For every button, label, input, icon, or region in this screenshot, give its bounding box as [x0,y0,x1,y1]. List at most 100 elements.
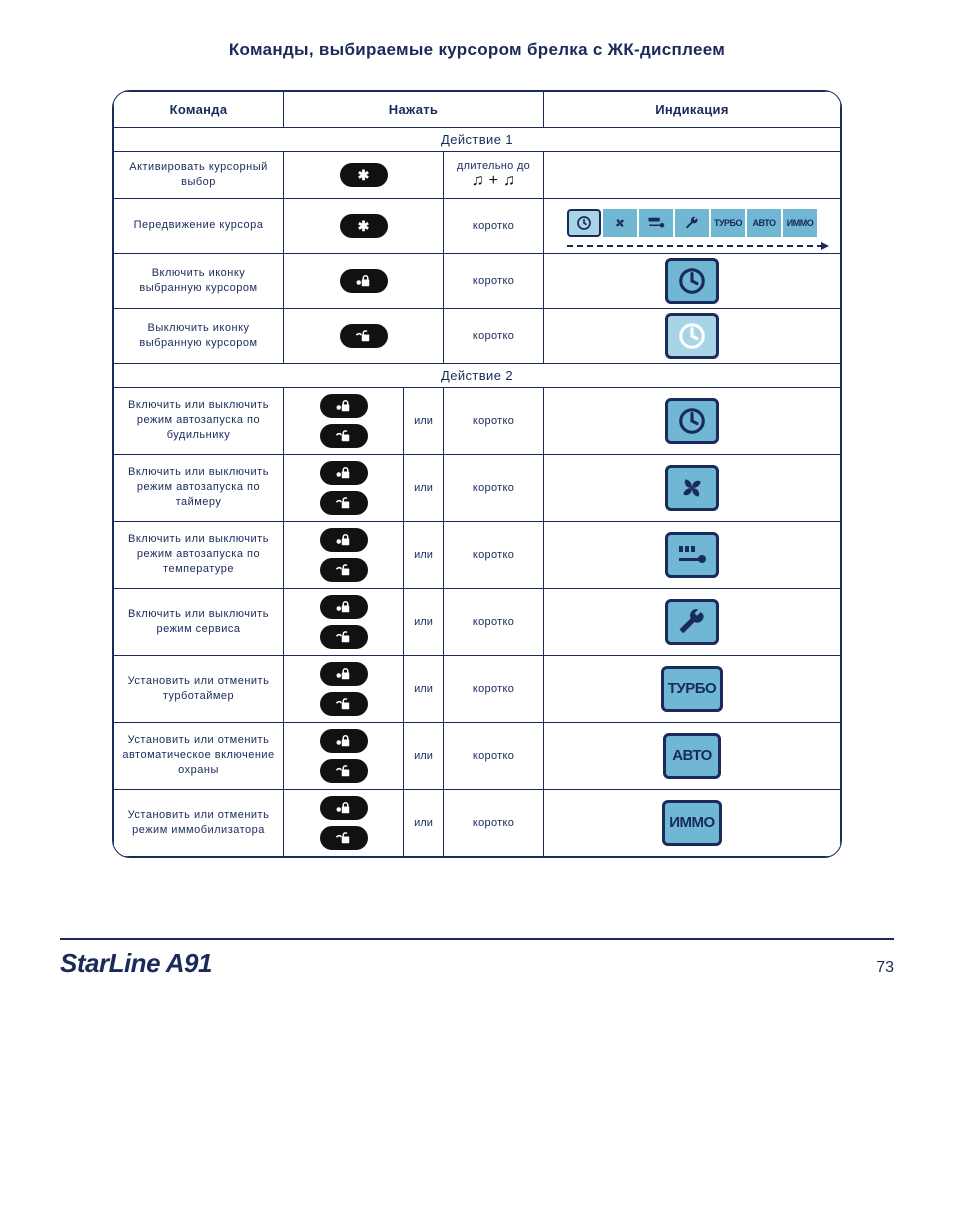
indication-cell [544,454,841,521]
header-indication: Индикация [544,92,841,128]
press-icons-cell [284,655,404,722]
page-number: 73 [876,959,894,977]
press-icons-cell [284,308,444,363]
header-command: Команда [114,92,284,128]
command-cell: Выключить иконку выбранную курсором [114,308,284,363]
press-icons-cell [284,454,404,521]
keyfob-lock-button-icon [320,729,368,753]
cursor-arrow-icon [567,245,823,247]
keyfob-lock-button-icon [320,595,368,619]
indication-cell [544,253,841,308]
keyfob-unlock-button-icon [320,759,368,783]
cursor-strip: ТУРБО АВТО ИММО [567,209,817,237]
press-duration-cell: коротко [444,789,544,856]
table-row: Включить или выключить режим автозапуска… [114,521,841,588]
command-cell: Включить или выключить режим автозапуска… [114,387,284,454]
command-cell: Установить или отменить турботаймер [114,655,284,722]
command-cell: Включить или выключить режим автозапуска… [114,521,284,588]
clock-indication-icon [665,398,719,444]
indication-cell: АВТО [544,722,841,789]
indication-cell [544,308,841,363]
indication-cell [544,152,841,199]
press-duration-cell: коротко [444,722,544,789]
or-cell: или [404,789,444,856]
table-header-row: Команда Нажать Индикация [114,92,841,128]
turbo-indication-badge: ТУРБО [661,666,723,712]
section-1-label: Действие 1 [114,128,841,152]
table-row: Установить или отменить турботаймер или … [114,655,841,722]
keyfob-unlock-button-icon [320,491,368,515]
duration-long-label: длительно до [450,160,537,172]
brand-label: StarLine A91 [60,948,212,979]
command-cell: Активировать курсорный выбор [114,152,284,199]
table-row: Включить иконку выбранную курсором корот… [114,253,841,308]
press-icons-cell [284,521,404,588]
keyfob-lock-button-icon [340,269,388,293]
indication-cell: ТУРБО АВТО ИММО [544,198,841,253]
press-icons-cell: ✱ [284,152,444,199]
auto-indication-badge: АВТО [663,733,721,779]
keyfob-lock-button-icon [320,528,368,552]
table-row: Передвижение курсора ✱ коротко ТУРБО [114,198,841,253]
fan-indication-icon [665,465,719,511]
press-duration-cell: коротко [444,198,544,253]
command-cell: Установить или отменить автоматическое в… [114,722,284,789]
indication-cell [544,521,841,588]
strip-turbo-label: ТУРБО [711,209,745,237]
thermo-indication-icon [665,532,719,578]
table-row: Выключить иконку выбранную курсором коро… [114,308,841,363]
table-row: Включить или выключить режим автозапуска… [114,454,841,521]
keyfob-lock-button-icon [320,796,368,820]
section-1-row: Действие 1 [114,128,841,152]
or-cell: или [404,722,444,789]
commands-table: Команда Нажать Индикация Действие 1 Акти… [113,91,841,857]
clock-indication-light-icon [665,313,719,359]
table-row: Установить или отменить режим иммобилиза… [114,789,841,856]
press-icons-cell: ✱ [284,198,444,253]
keyfob-unlock-button-icon [320,625,368,649]
strip-auto-label: АВТО [747,209,781,237]
keyfob-star-button-icon: ✱ [340,163,388,187]
strip-thermo-icon [639,209,673,237]
keyfob-star-button-icon: ✱ [340,214,388,238]
command-cell: Включить или выключить режим автозапуска… [114,454,284,521]
keyfob-lock-button-icon [320,662,368,686]
or-cell: или [404,454,444,521]
or-cell: или [404,521,444,588]
keyfob-unlock-button-icon [340,324,388,348]
indication-cell: ИММО [544,789,841,856]
page-footer: StarLine A91 73 [60,938,894,979]
or-cell: или [404,387,444,454]
or-cell: или [404,655,444,722]
indication-cell [544,588,841,655]
press-duration-cell: коротко [444,308,544,363]
press-icons-cell [284,588,404,655]
header-press: Нажать [284,92,544,128]
command-cell: Включить иконку выбранную курсором [114,253,284,308]
or-cell: или [404,588,444,655]
keyfob-unlock-button-icon [320,424,368,448]
press-duration-cell: коротко [444,521,544,588]
indication-cell: ТУРБО [544,655,841,722]
press-icons-cell [284,789,404,856]
command-cell: Установить или отменить режим иммобилиза… [114,789,284,856]
press-icons-cell [284,253,444,308]
press-duration-cell: коротко [444,387,544,454]
section-2-label: Действие 2 [114,363,841,387]
command-cell: Передвижение курсора [114,198,284,253]
table-row: Активировать курсорный выбор ✱ длительно… [114,152,841,199]
clock-indication-icon [665,258,719,304]
press-duration-cell: коротко [444,655,544,722]
press-duration-cell: коротко [444,253,544,308]
press-duration-cell: длительно до ♫ + ♫ [444,152,544,199]
table-row: Включить или выключить режим автозапуска… [114,387,841,454]
strip-wrench-icon [675,209,709,237]
keyfob-lock-button-icon [320,461,368,485]
commands-table-container: Команда Нажать Индикация Действие 1 Акти… [112,90,842,858]
keyfob-unlock-button-icon [320,558,368,582]
keyfob-lock-button-icon [320,394,368,418]
keyfob-unlock-button-icon [320,826,368,850]
page-title: Команды, выбираемые курсором брелка с ЖК… [60,40,894,60]
press-duration-cell: коротко [444,454,544,521]
table-row: Включить или выключить режим сервиса или… [114,588,841,655]
